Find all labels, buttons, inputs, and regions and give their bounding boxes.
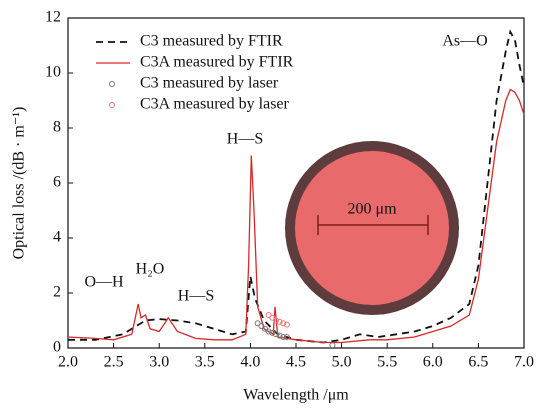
data-point [283,334,290,340]
series-line [67,88,525,344]
data-point [276,318,283,325]
x-tick-label: 3.5 [195,354,215,371]
y-tick-label: 8 [53,119,61,136]
data-point [272,317,279,324]
x-axis-label: Wavelength /μm [243,387,349,404]
data-point [283,321,290,328]
x-tick-label: 3.0 [149,354,169,371]
x-tick-label: 5.5 [377,354,397,371]
legend-marker [109,102,115,108]
legend-marker [109,81,115,87]
annotation: O—H [84,274,124,291]
data-point [276,332,283,339]
data-point [272,331,279,338]
y-tick-label: 2 [53,284,61,301]
x-tick-label: 2.5 [104,354,124,371]
legend-label: C3A measured by FTIR [140,54,294,71]
y-axis-label: Optical loss /(dB · m⁻¹) [11,107,28,260]
y-tick-label: 6 [53,174,61,191]
x-tick-label: 6.5 [468,354,488,371]
annotation: H—S [178,288,214,305]
data-point [329,342,336,349]
scale-label: 200 μm [347,201,397,218]
x-tick-label: 6.0 [423,354,443,371]
x-tick-label: 4.0 [240,354,260,371]
legend-label: C3 measured by laser [140,75,279,92]
x-tick-label: 5.0 [332,354,352,371]
annotation: H₂O [136,261,165,278]
fiber-core [295,151,449,305]
y-tick-label: 4 [53,229,61,246]
y-tick-label: 0 [53,339,61,356]
data-point [265,328,272,335]
y-tick-label: 12 [45,9,61,26]
x-tick-label: 7.0 [514,354,534,371]
data-point [269,329,276,336]
annotation: H—S [227,131,263,148]
data-point [280,320,287,327]
x-tick-label: 4.5 [286,354,306,371]
inset-photo: 200 μm [285,141,459,315]
x-tick-label: 2.0 [58,354,78,371]
legend-label: C3A measured by laser [140,96,290,113]
legend-label: C3 measured by FTIR [140,33,283,50]
data-point [280,334,287,340]
annotation: As—O [442,33,487,50]
y-tick-label: 10 [45,64,61,81]
plot-frame [67,17,525,349]
